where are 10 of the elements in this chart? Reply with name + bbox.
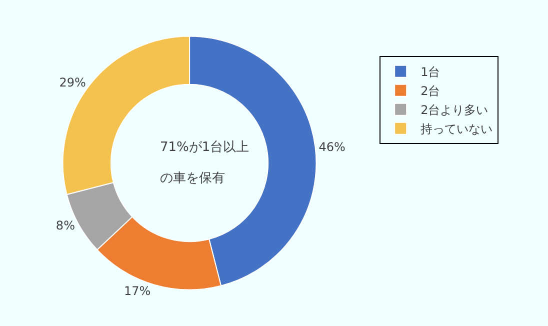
- data-label: 29%: [59, 76, 86, 90]
- data-label: 17%: [124, 284, 151, 298]
- text: 71%が1台以上: [160, 140, 250, 155]
- text: の車を保有: [160, 171, 225, 186]
- legend-label: 2台より多い: [420, 103, 488, 118]
- legend-label: 2台: [420, 84, 440, 98]
- data-label: 8%: [56, 218, 75, 233]
- legend-label: 持っていない: [420, 122, 493, 136]
- legend-label: 1台: [420, 65, 440, 80]
- data-label: 46%: [318, 140, 346, 154]
